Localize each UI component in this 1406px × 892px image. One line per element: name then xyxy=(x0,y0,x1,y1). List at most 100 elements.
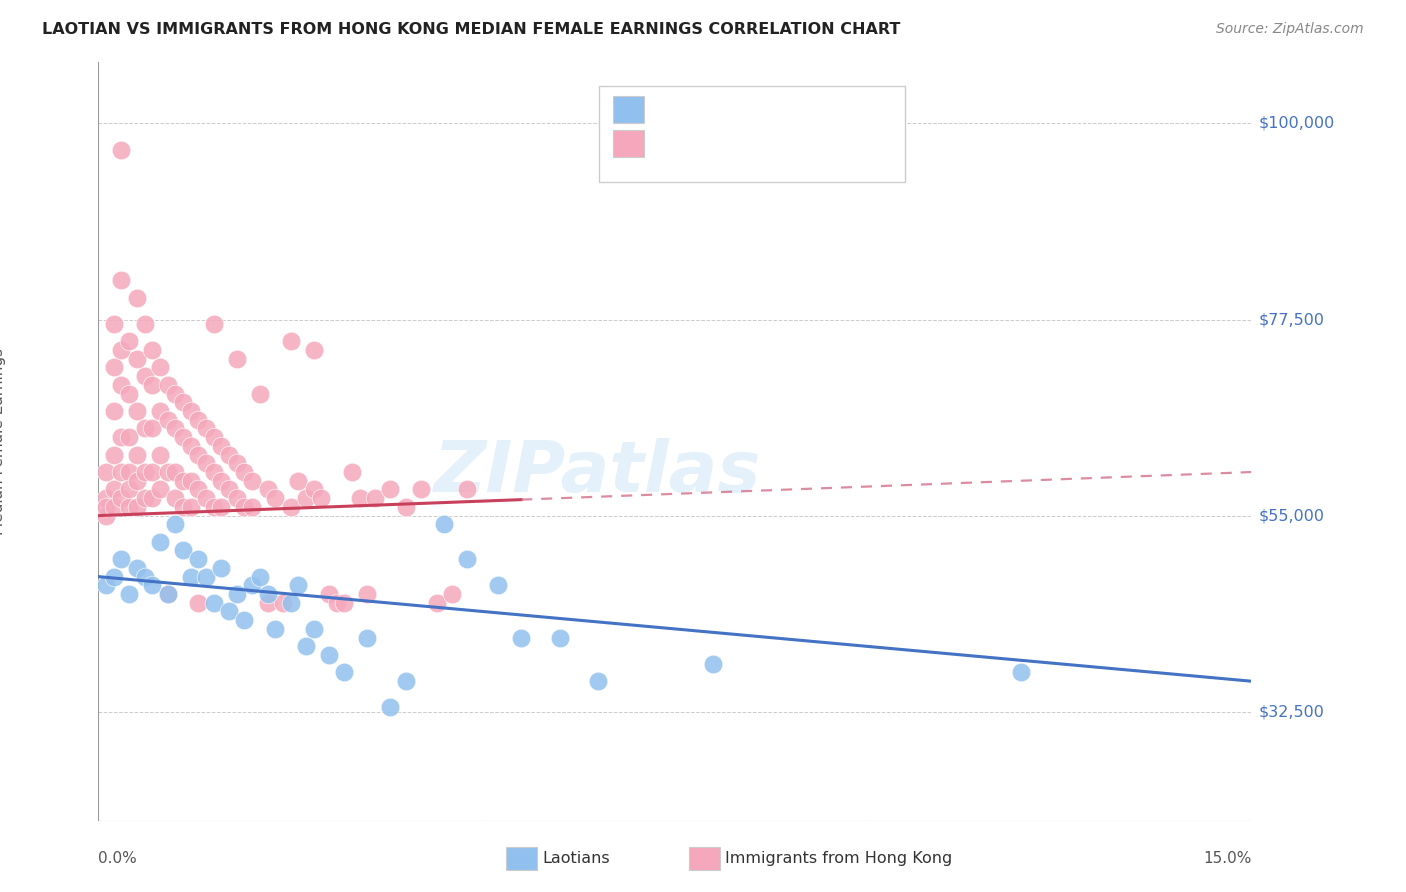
Point xyxy=(172,500,194,514)
Point xyxy=(311,491,333,506)
Point xyxy=(141,377,163,392)
Point xyxy=(295,640,318,654)
Point xyxy=(125,448,148,462)
Text: ZIPatlas: ZIPatlas xyxy=(434,438,762,507)
Point xyxy=(364,491,387,506)
Point xyxy=(141,491,163,506)
Text: 15.0%: 15.0% xyxy=(1204,851,1251,866)
Point xyxy=(134,317,156,331)
Text: 40: 40 xyxy=(778,103,804,117)
Point xyxy=(586,674,609,689)
Point xyxy=(149,360,172,375)
Point xyxy=(134,421,156,435)
Point xyxy=(287,474,309,488)
Point xyxy=(110,465,132,479)
Point xyxy=(287,578,309,592)
Point xyxy=(149,404,172,418)
Point xyxy=(510,631,533,645)
Point xyxy=(125,500,148,514)
Point xyxy=(118,430,141,444)
Point xyxy=(118,587,141,601)
Point xyxy=(134,465,156,479)
Point xyxy=(456,483,478,497)
Point xyxy=(125,404,148,418)
Text: R =: R = xyxy=(651,136,685,151)
Text: $55,000: $55,000 xyxy=(1258,508,1324,523)
Point xyxy=(349,491,371,506)
Point xyxy=(209,474,232,488)
Point xyxy=(118,500,141,514)
Text: R =: R = xyxy=(651,103,685,117)
Point xyxy=(103,448,125,462)
Point xyxy=(209,561,232,575)
Point xyxy=(187,413,209,427)
Point xyxy=(172,395,194,409)
Point xyxy=(103,360,125,375)
Point xyxy=(256,587,278,601)
Point xyxy=(486,578,509,592)
Point xyxy=(302,622,325,636)
Point xyxy=(149,448,172,462)
Point xyxy=(440,587,463,601)
Point xyxy=(110,143,132,157)
Point xyxy=(94,578,117,592)
Point xyxy=(141,343,163,357)
Point xyxy=(118,465,141,479)
Point xyxy=(110,491,132,506)
Point xyxy=(411,483,433,497)
Point xyxy=(149,534,172,549)
Point xyxy=(110,377,132,392)
Point xyxy=(125,561,148,575)
Text: $100,000: $100,000 xyxy=(1258,116,1336,131)
Text: -0.169: -0.169 xyxy=(682,103,737,117)
Point xyxy=(264,622,287,636)
Point xyxy=(125,474,148,488)
Point xyxy=(395,674,418,689)
Point xyxy=(395,500,418,514)
Point xyxy=(172,474,194,488)
Point xyxy=(356,587,378,601)
Text: $32,500: $32,500 xyxy=(1258,704,1324,719)
Point xyxy=(195,456,218,470)
Point xyxy=(103,569,125,583)
Point xyxy=(180,500,202,514)
Point xyxy=(209,439,232,453)
Point xyxy=(233,465,256,479)
Point xyxy=(249,386,271,401)
Point xyxy=(110,273,132,287)
Point xyxy=(333,596,356,610)
Point xyxy=(180,474,202,488)
Point xyxy=(156,587,179,601)
Point xyxy=(218,483,240,497)
Point xyxy=(256,596,278,610)
Point xyxy=(125,291,148,305)
Point xyxy=(280,334,302,349)
Point xyxy=(280,500,302,514)
Text: Median Female Earnings: Median Female Earnings xyxy=(0,348,6,535)
Point xyxy=(187,552,209,566)
Text: 103: 103 xyxy=(778,136,810,151)
Point xyxy=(318,648,340,662)
Point xyxy=(156,413,179,427)
Point xyxy=(118,386,141,401)
Point xyxy=(225,456,247,470)
Point xyxy=(225,491,247,506)
Point xyxy=(325,596,347,610)
Point xyxy=(218,605,240,619)
Text: Immigrants from Hong Kong: Immigrants from Hong Kong xyxy=(725,851,953,866)
Point xyxy=(302,343,325,357)
Point xyxy=(134,569,156,583)
Point xyxy=(702,657,724,671)
Point xyxy=(202,465,225,479)
Point xyxy=(202,596,225,610)
Point xyxy=(94,465,117,479)
Point xyxy=(180,569,202,583)
Point xyxy=(156,587,179,601)
Point xyxy=(333,665,356,680)
Point xyxy=(240,578,263,592)
Point xyxy=(280,596,302,610)
Point xyxy=(103,404,125,418)
Point xyxy=(249,569,271,583)
Point xyxy=(202,430,225,444)
Point xyxy=(141,465,163,479)
